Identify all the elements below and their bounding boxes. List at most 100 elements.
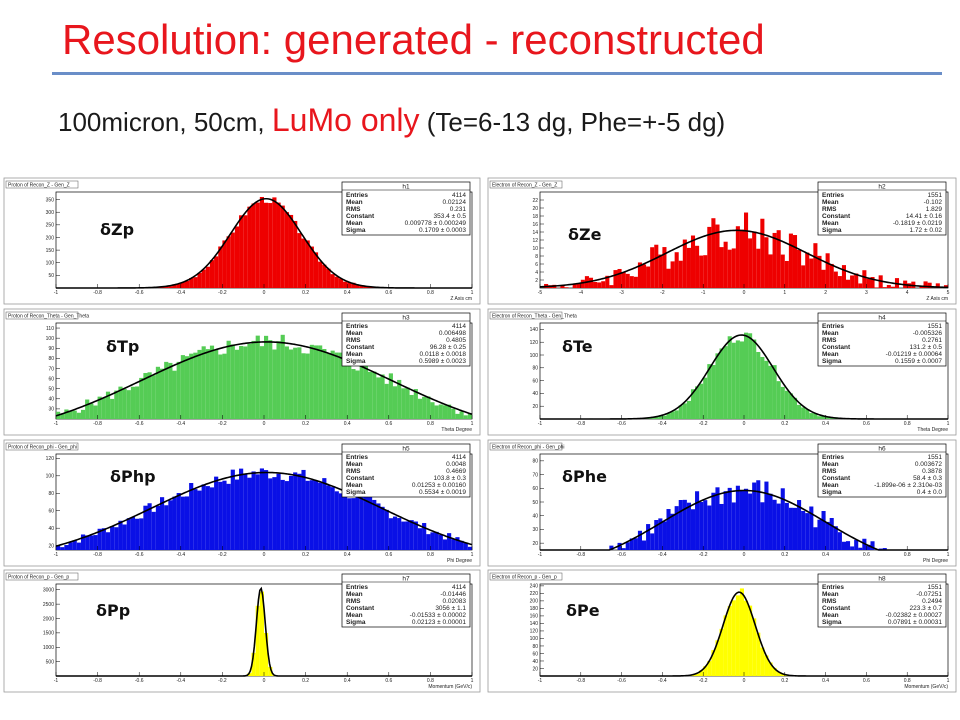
histogram-bar	[313, 252, 319, 288]
histogram-bar	[654, 244, 659, 288]
histogram-bar	[609, 545, 614, 550]
x-tick-label: 0.2	[302, 290, 309, 296]
histogram-bar	[392, 386, 398, 419]
y-tick-label: 60	[532, 486, 538, 492]
x-tick-label: 0	[263, 421, 266, 427]
x-tick-label: -0.4	[176, 552, 185, 558]
gaussian-fit-curve	[539, 229, 949, 289]
histogram-bar	[401, 521, 406, 550]
histogram-bar	[633, 276, 638, 288]
histogram-bar	[772, 365, 777, 419]
histogram-bar	[739, 341, 744, 419]
histogram-bar	[813, 413, 818, 419]
histogram-bar	[821, 415, 826, 419]
histogram-bar	[841, 541, 846, 550]
x-tick-label: 4	[906, 290, 909, 296]
histogram-bar	[89, 403, 94, 419]
histogram-bar	[642, 540, 647, 550]
histogram-bar	[748, 605, 753, 676]
histogram-bar	[882, 548, 887, 550]
x-axis-label: Phi Degree	[923, 558, 948, 564]
histogram-bar	[60, 547, 65, 550]
x-tick-label: -0.4	[176, 678, 185, 684]
histogram-bar	[280, 205, 285, 288]
y-tick-label: 40	[532, 514, 538, 520]
y-tick-label: 16	[532, 222, 538, 228]
histogram-bar	[417, 398, 423, 419]
x-tick-label: -0.8	[576, 678, 585, 684]
histogram-bar	[176, 361, 181, 419]
histogram-bar	[130, 517, 136, 550]
stat-value: 4114	[452, 454, 466, 461]
histogram-bar	[699, 502, 704, 550]
histogram-bar	[164, 505, 169, 550]
histogram-bar	[189, 278, 194, 288]
histogram-bar	[625, 542, 630, 550]
y-tick-label: 100	[530, 353, 539, 359]
histogram-bar	[451, 539, 456, 550]
histogram-bar	[85, 399, 90, 419]
histogram-bar	[764, 237, 769, 288]
x-tick-label: 1	[471, 421, 474, 427]
histogram-bar	[756, 351, 761, 419]
histogram-bar	[731, 342, 736, 419]
stat-label: RMS	[346, 468, 361, 475]
histogram-bar	[658, 415, 663, 419]
histogram-bar	[637, 262, 642, 288]
stat-value: 0.003672	[915, 461, 942, 468]
histogram-bar	[829, 517, 834, 550]
title-underline	[52, 72, 942, 75]
histogram-bar	[837, 276, 842, 288]
histogram-bar	[666, 509, 671, 550]
histogram-bar	[264, 470, 269, 550]
stat-value: 0.02083	[443, 598, 467, 605]
histogram-bar	[748, 238, 753, 288]
histogram-bar	[703, 666, 708, 676]
stat-label: Mean	[346, 199, 363, 206]
stat-label: Mean	[822, 220, 839, 227]
histogram-bar	[719, 348, 724, 419]
x-tick-label: 2	[824, 290, 827, 296]
stat-value: 223.3 ± 0.7	[910, 605, 943, 612]
stat-value: 353.4 ± 0.5	[434, 213, 467, 220]
histogram-bar	[380, 374, 385, 419]
histogram-bar	[854, 273, 859, 288]
stat-value: 0.3878	[922, 468, 942, 475]
histogram-bar	[772, 667, 777, 676]
stat-value: 0.2494	[922, 598, 942, 605]
histogram-bar	[259, 591, 264, 676]
histogram-bar	[343, 361, 348, 419]
histogram-bar	[723, 615, 728, 676]
histogram-bar	[197, 349, 202, 419]
histogram-bar	[110, 398, 115, 419]
x-tick-label: 1	[947, 552, 950, 558]
histogram-bar	[160, 368, 165, 419]
stat-label: RMS	[346, 206, 361, 213]
y-tick-label: 300	[46, 210, 55, 216]
histogram-bar	[646, 266, 651, 288]
histogram-bar	[347, 364, 352, 419]
histogram-bar	[351, 498, 356, 550]
histogram-bar	[760, 218, 765, 288]
histogram-bar	[218, 481, 223, 550]
stat-value: 1551	[928, 323, 943, 330]
y-tick-label: 40	[532, 391, 538, 397]
y-tick-label: 50	[48, 386, 54, 392]
histogram-bar	[110, 526, 115, 550]
histogram-bar	[322, 264, 327, 288]
stat-label: Sigma	[346, 489, 366, 496]
histogram-bar	[764, 360, 769, 419]
stat-value: -0.01446	[440, 591, 466, 598]
stats-box	[341, 312, 471, 367]
histogram-bar	[135, 518, 140, 550]
histogram-bars	[56, 334, 472, 419]
x-tick-label: -0.8	[576, 421, 585, 427]
stat-value: 0.1709 ± 0.0003	[419, 227, 466, 234]
histogram-bar	[825, 416, 830, 419]
histogram-bar	[629, 276, 634, 288]
histogram-bar	[122, 524, 127, 550]
histogram-bar	[155, 505, 160, 550]
stat-label: Mean	[346, 351, 363, 358]
y-tick-label: 110	[46, 326, 54, 332]
histogram-bar	[764, 481, 769, 550]
